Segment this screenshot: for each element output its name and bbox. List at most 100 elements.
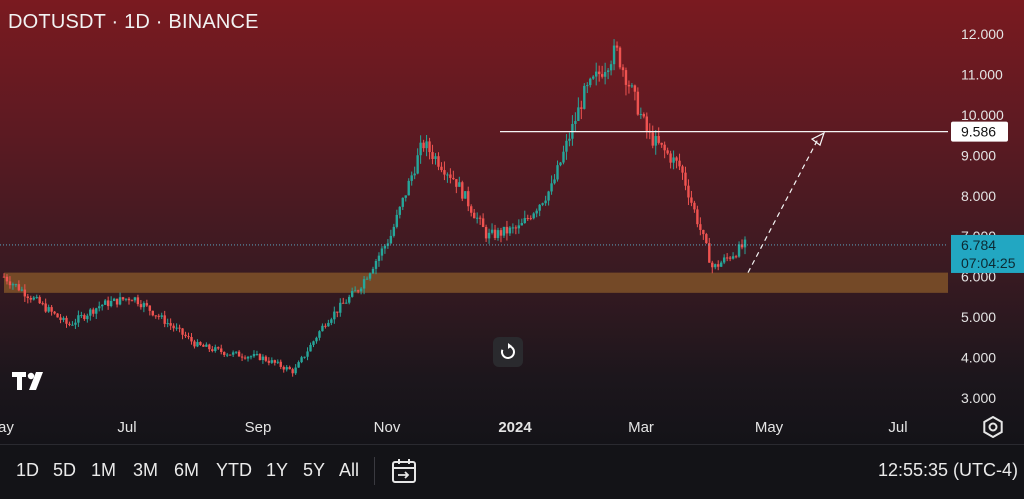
candle-body bbox=[708, 243, 711, 263]
candle-body bbox=[172, 325, 175, 329]
candle-body bbox=[148, 305, 152, 311]
range-button-all[interactable]: All bbox=[339, 460, 360, 480]
current-price-marker[interactable] bbox=[951, 234, 1024, 273]
candle-body bbox=[2, 276, 6, 278]
candle-body bbox=[74, 322, 77, 325]
toolbar-divider bbox=[374, 457, 375, 485]
candle-body bbox=[211, 349, 214, 352]
candle-body bbox=[71, 324, 74, 326]
candle-body bbox=[678, 160, 681, 167]
candle-body bbox=[240, 356, 244, 358]
candle-body bbox=[23, 289, 27, 297]
candle-body bbox=[47, 307, 50, 312]
chart-area[interactable]: 12.00011.00010.0009.0008.0007.0006.0005.… bbox=[0, 0, 1024, 444]
candle-body bbox=[303, 356, 306, 358]
projection-arrow[interactable] bbox=[747, 138, 819, 273]
price-tick-label: 11.000 bbox=[961, 66, 1003, 82]
candle-body bbox=[208, 344, 211, 350]
range-button-ytd[interactable]: YTD bbox=[216, 460, 252, 480]
candle-body bbox=[505, 226, 509, 234]
candle-body bbox=[151, 310, 154, 316]
candle-body bbox=[725, 257, 729, 259]
candle-body bbox=[702, 229, 705, 235]
time-tick-label: ay bbox=[0, 419, 14, 436]
candle-body bbox=[264, 356, 268, 361]
candle-body bbox=[717, 264, 720, 267]
session-clock[interactable]: 12:55:35 (UTC-4) bbox=[877, 460, 1018, 480]
price-tick-label: 9.000 bbox=[961, 147, 996, 163]
candle-body bbox=[684, 172, 687, 186]
price-tick-label: 12.000 bbox=[961, 26, 1004, 42]
candle-body bbox=[306, 351, 309, 357]
candle-body bbox=[696, 209, 699, 225]
candle-body bbox=[38, 297, 41, 304]
price-chart[interactable]: 12.00011.00010.0009.0008.0007.0006.0005.… bbox=[0, 0, 1024, 444]
candle-body bbox=[529, 218, 532, 220]
candle-body bbox=[315, 337, 318, 342]
candle-body bbox=[470, 206, 473, 213]
candle-body bbox=[365, 278, 369, 280]
range-button-5y[interactable]: 5Y bbox=[303, 460, 326, 480]
candle-body bbox=[336, 311, 339, 313]
candle-body bbox=[464, 191, 467, 199]
candle-body bbox=[14, 284, 18, 286]
bar-countdown-label: 07:04:25 bbox=[961, 255, 1016, 271]
candle-body bbox=[353, 290, 357, 292]
candle-body bbox=[312, 341, 315, 345]
candle-body bbox=[243, 357, 247, 359]
candle-body bbox=[133, 297, 137, 301]
candle-body bbox=[565, 140, 568, 152]
candle-body bbox=[621, 67, 625, 71]
candle-body bbox=[499, 230, 503, 236]
candle-body bbox=[32, 297, 35, 300]
candle-body bbox=[109, 300, 113, 307]
candle-body bbox=[612, 45, 616, 65]
candle-body bbox=[321, 325, 324, 332]
range-button-1m[interactable]: 1M bbox=[91, 460, 117, 480]
candle-body bbox=[56, 313, 59, 318]
candle-body bbox=[568, 138, 571, 141]
candle-body bbox=[83, 315, 86, 320]
candle-body bbox=[157, 315, 160, 317]
candle-body bbox=[136, 297, 140, 305]
candle-body bbox=[440, 166, 443, 171]
gear-icon[interactable] bbox=[982, 416, 1004, 438]
candle-body bbox=[276, 361, 279, 363]
range-button-6m[interactable]: 6M bbox=[174, 460, 200, 480]
candle-body bbox=[449, 174, 452, 178]
candle-body bbox=[699, 224, 702, 230]
candle-body bbox=[228, 354, 232, 356]
candle-body bbox=[175, 327, 178, 329]
candle-body bbox=[142, 303, 146, 308]
candle-body bbox=[693, 202, 696, 210]
candle-body bbox=[374, 260, 378, 269]
candle-body bbox=[455, 179, 458, 187]
candle-body bbox=[368, 273, 372, 279]
candle-body bbox=[651, 132, 654, 146]
candle-body bbox=[193, 341, 196, 347]
range-button-5d[interactable]: 5D bbox=[53, 460, 77, 480]
range-button-1y[interactable]: 1Y bbox=[266, 460, 289, 480]
candle-body bbox=[234, 351, 238, 353]
symbol-title[interactable]: DOTUSDT · 1D · BINANCE bbox=[8, 11, 259, 33]
range-button-1d[interactable]: 1D bbox=[16, 460, 40, 480]
candle-body bbox=[231, 352, 235, 355]
candle-body bbox=[255, 354, 259, 356]
candle-body bbox=[719, 262, 723, 267]
candle-body bbox=[121, 297, 125, 300]
range-button-3m[interactable]: 3M bbox=[133, 460, 159, 480]
candle-body bbox=[681, 166, 684, 173]
candle-body bbox=[41, 303, 44, 305]
candle-body bbox=[214, 347, 217, 352]
candle-body bbox=[345, 302, 348, 304]
candle-body bbox=[252, 354, 256, 357]
candle-body bbox=[669, 153, 672, 163]
resistance-price-marker[interactable] bbox=[951, 121, 1008, 142]
candle-body bbox=[29, 298, 32, 300]
candle-body bbox=[20, 289, 24, 291]
candle-body bbox=[511, 227, 515, 229]
candle-body bbox=[675, 157, 678, 161]
reset-chart-button[interactable] bbox=[493, 337, 523, 367]
candle-body bbox=[371, 268, 375, 274]
calendar-range-icon[interactable] bbox=[390, 457, 418, 485]
